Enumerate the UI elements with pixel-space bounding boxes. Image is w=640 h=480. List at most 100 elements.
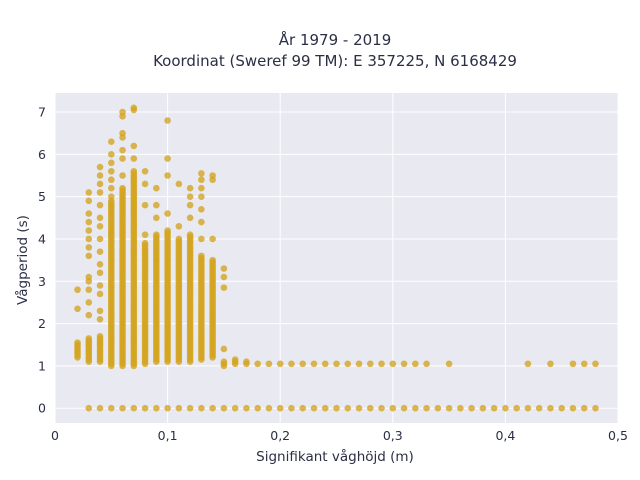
data-point — [321, 360, 329, 368]
chart-title-line-2: Koordinat (Sweref 99 TM): E 357225, N 61… — [153, 52, 517, 70]
data-point — [276, 404, 284, 412]
data-point — [175, 222, 183, 230]
data-point — [153, 184, 160, 192]
data-point — [141, 167, 149, 175]
data-point — [457, 404, 464, 412]
data-point — [108, 138, 115, 145]
data-point — [366, 360, 374, 368]
data-point — [96, 307, 104, 315]
data-point — [310, 404, 318, 412]
data-point — [108, 151, 115, 158]
data-point — [85, 311, 93, 319]
data-point — [85, 235, 93, 243]
data-point — [220, 404, 228, 412]
data-point — [164, 117, 171, 124]
data-point — [265, 404, 273, 412]
data-point — [85, 299, 93, 306]
data-point — [198, 206, 205, 213]
data-point — [400, 360, 408, 368]
data-point — [231, 404, 239, 412]
data-point — [535, 404, 543, 412]
data-point — [108, 184, 115, 192]
data-point — [333, 404, 340, 412]
data-point — [389, 360, 397, 368]
data-point — [186, 201, 194, 209]
data-point — [389, 404, 397, 412]
data-point — [85, 404, 93, 412]
x-tick-label: 0,2 — [270, 428, 290, 443]
plot-area — [55, 93, 618, 423]
data-point — [209, 404, 216, 412]
data-point — [96, 172, 104, 179]
data-point — [108, 193, 115, 200]
data-point — [153, 214, 160, 222]
data-point — [96, 282, 104, 289]
y-tick-label: 3 — [38, 274, 46, 289]
data-point — [96, 248, 104, 255]
data-point — [220, 284, 228, 291]
data-point — [502, 404, 509, 412]
data-point — [423, 360, 430, 368]
data-point — [310, 360, 318, 368]
x-tick-label: 0,4 — [495, 428, 515, 443]
data-point — [580, 360, 588, 368]
data-point — [209, 256, 216, 264]
data-point — [186, 404, 194, 412]
data-point — [344, 404, 352, 412]
data-point — [96, 214, 104, 222]
data-point — [299, 404, 307, 412]
data-point — [153, 404, 160, 412]
data-point — [96, 180, 104, 188]
data-point — [288, 404, 295, 412]
data-point — [108, 176, 115, 184]
data-point — [254, 404, 261, 412]
x-tick-labels: 0 0,1 0,2 0,3 0,4 0,5 — [51, 428, 628, 443]
data-point — [119, 404, 126, 412]
chart-title-line-1: År 1979 - 2019 — [279, 30, 392, 49]
data-point — [119, 129, 126, 137]
data-point — [198, 404, 205, 412]
data-point — [445, 360, 453, 368]
data-point — [108, 159, 115, 167]
data-point — [108, 404, 115, 412]
data-point — [141, 231, 149, 239]
x-tick-label: 0 — [51, 428, 59, 443]
data-point — [119, 155, 126, 162]
data-point — [85, 252, 93, 260]
data-point — [164, 210, 171, 217]
y-axis-title: Vågperiod (s) — [14, 215, 31, 305]
data-point — [96, 316, 104, 323]
data-point — [130, 142, 138, 150]
data-point — [175, 180, 183, 188]
data-point — [186, 193, 194, 200]
data-point — [85, 189, 93, 196]
data-point — [85, 197, 93, 205]
data-point — [366, 404, 374, 412]
data-point — [198, 193, 205, 200]
data-point — [592, 360, 599, 368]
data-point — [198, 218, 205, 226]
data-point — [119, 184, 126, 192]
data-point — [547, 360, 554, 368]
data-point — [175, 235, 183, 243]
data-point — [355, 360, 363, 368]
data-point — [355, 404, 363, 412]
data-point — [400, 404, 408, 412]
y-tick-label: 0 — [38, 401, 46, 416]
data-point — [186, 231, 194, 239]
data-point — [96, 404, 104, 412]
data-point — [198, 170, 205, 177]
data-point — [412, 404, 419, 412]
data-point — [119, 172, 126, 179]
data-point — [243, 358, 250, 365]
x-tick-label: 0,5 — [608, 428, 628, 443]
data-point — [434, 404, 442, 412]
data-point — [85, 286, 93, 294]
data-point — [96, 269, 104, 277]
grid-lines — [54, 93, 619, 423]
data-point — [130, 155, 138, 162]
data-point — [96, 201, 104, 209]
data-point — [333, 360, 340, 368]
data-point — [85, 227, 93, 234]
data-point — [85, 335, 93, 342]
